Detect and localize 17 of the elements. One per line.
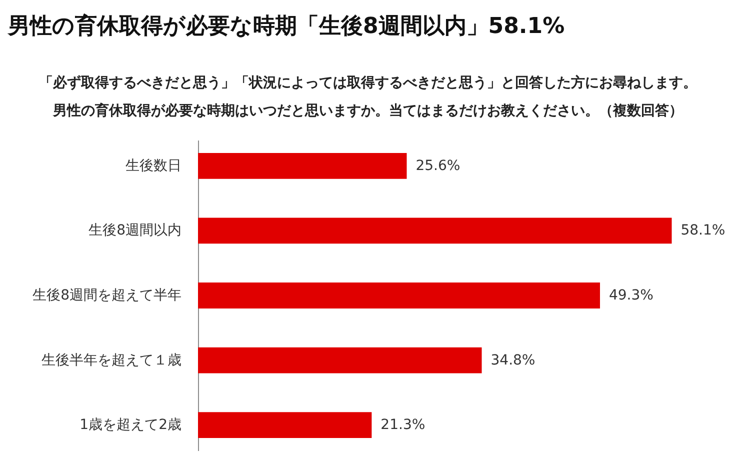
data-label: 25.6% bbox=[416, 158, 460, 174]
data-label: 34.8% bbox=[490, 352, 536, 368]
y-tick-label: 生後8週間以内 bbox=[88, 222, 182, 239]
y-tick-label: 1歳を超えて2歳 bbox=[80, 417, 182, 434]
data-label: 49.3% bbox=[608, 288, 654, 304]
y-tick-label: 生後8週間を超えて半年 bbox=[32, 288, 182, 304]
y-tick-label: 生後数日 bbox=[126, 158, 182, 174]
bar bbox=[198, 347, 482, 374]
bar bbox=[198, 412, 372, 438]
bar bbox=[198, 282, 600, 308]
y-tick-label: 生後半年を超えて１歳 bbox=[42, 352, 182, 368]
data-label: 58.1% bbox=[680, 222, 726, 239]
chart-subtitle: 「必ず取得するべきだと思う」「状況によっては取得するべきだと思う」と回答した方にお尋ねします。男性の育休取得が必要な時期はいつだと思いますか。当てはまるだけお教えください。（複数回答） bbox=[39, 74, 697, 119]
chart-title: 男性の育休取得が必要な時期「生後8週間以内」58.1% bbox=[7, 13, 565, 39]
data-label: 21.3% bbox=[380, 417, 426, 434]
bar bbox=[198, 218, 672, 244]
bar bbox=[198, 152, 407, 179]
